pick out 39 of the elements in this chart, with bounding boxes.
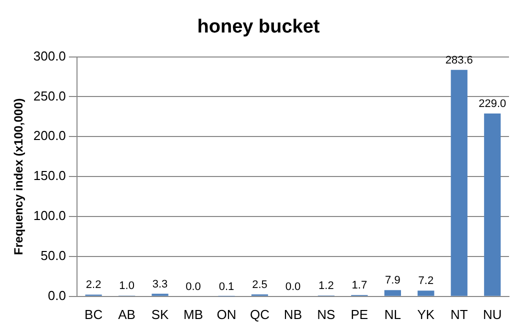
x-tick-label: MB	[184, 306, 204, 322]
data-label: 7.2	[418, 275, 434, 288]
bar	[384, 290, 401, 296]
x-tick-label: NS	[317, 306, 336, 322]
chart-title: honey bucket	[197, 16, 320, 38]
y-axis-title: Frequency index (x100,000)	[12, 98, 26, 255]
data-label: 0.1	[218, 280, 234, 293]
data-label: 1.7	[352, 280, 368, 292]
data-label: 0.0	[186, 280, 201, 293]
x-tick-label: PE	[350, 306, 368, 322]
y-tick-label: 250.0	[33, 88, 66, 104]
x-tick-label: QC	[250, 306, 270, 322]
x-tick-label: AB	[118, 306, 136, 322]
y-tick-label: 50.0	[40, 248, 66, 264]
data-label: 1.2	[318, 280, 334, 292]
y-tick-label: 200.0	[33, 128, 66, 144]
data-label: 3.3	[152, 278, 168, 290]
x-tick-label: NU	[482, 306, 502, 322]
x-tick-label: SK	[151, 306, 170, 322]
x-tick-label: BC	[84, 306, 103, 322]
bar	[450, 70, 468, 296]
y-tick-label: 0.0	[48, 288, 66, 303]
x-tick-label: NB	[284, 306, 302, 322]
data-label: 1.0	[119, 280, 134, 292]
y-tick-label: 300.0	[33, 48, 66, 64]
data-label: 2.5	[252, 278, 268, 291]
y-tick-label: 150.0	[33, 168, 66, 184]
y-tick-label: 100.0	[33, 208, 66, 224]
data-label: 283.6	[445, 54, 473, 66]
bar	[484, 114, 501, 296]
x-tick-label: YK	[417, 306, 435, 322]
x-tick-label: NL	[384, 306, 401, 322]
bar	[418, 290, 434, 296]
x-tick-label: NT	[450, 306, 468, 322]
x-tick-label: ON	[216, 306, 236, 322]
data-label: 7.9	[385, 274, 400, 287]
data-label: 2.2	[86, 279, 102, 292]
data-label: 229.0	[478, 98, 506, 110]
data-label: 0.0	[285, 280, 301, 293]
